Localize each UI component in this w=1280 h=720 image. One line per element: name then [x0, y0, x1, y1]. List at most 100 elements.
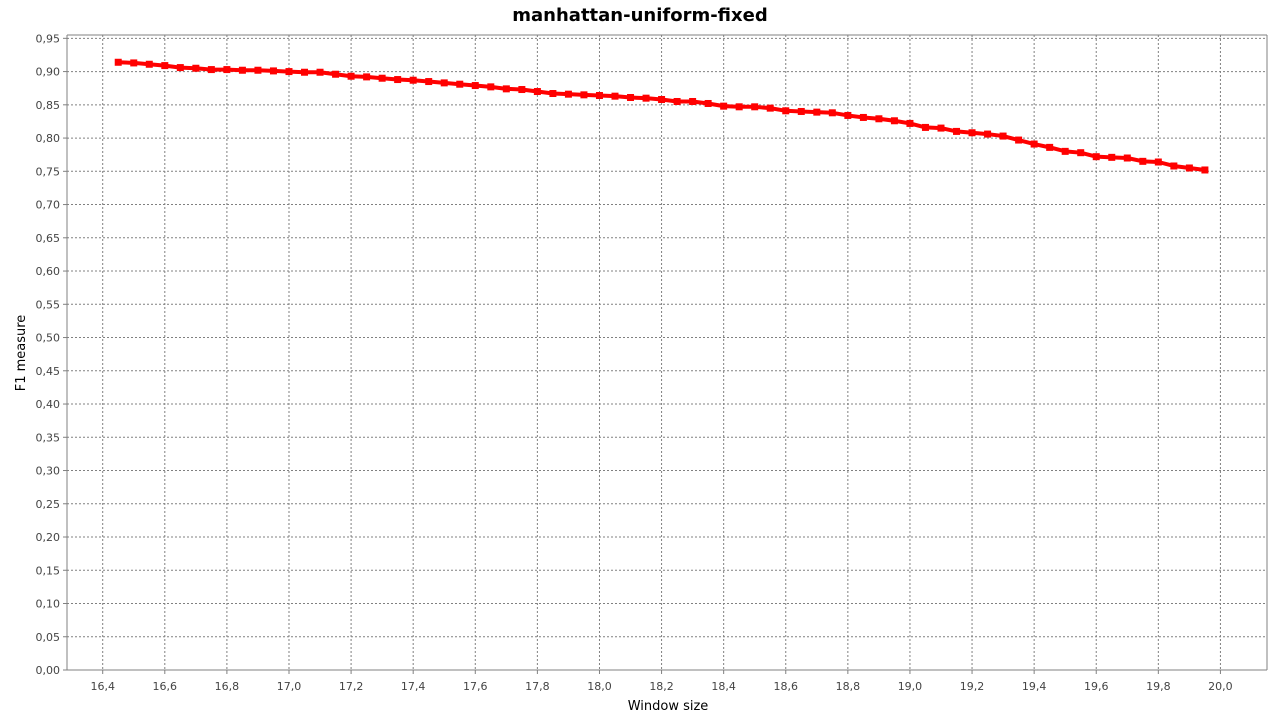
x-tick-label: 17,0 [277, 680, 302, 693]
data-point [1201, 166, 1209, 174]
y-tick-label: 0,65 [36, 232, 61, 245]
data-point [223, 66, 231, 74]
data-point [673, 97, 681, 105]
y-tick-label: 0,55 [36, 298, 61, 311]
data-point [844, 111, 852, 119]
data-point [1061, 147, 1069, 155]
data-point [502, 85, 510, 93]
data-point [984, 130, 992, 138]
data-point [114, 58, 122, 66]
data-point [999, 132, 1007, 140]
y-axis-label: F1 measure [14, 315, 29, 392]
data-point [580, 91, 588, 99]
data-point [953, 127, 961, 135]
data-point [968, 129, 976, 137]
x-tick-label: 17,4 [401, 680, 426, 693]
x-axis-label: Window size [628, 699, 709, 714]
data-point [1077, 149, 1085, 157]
data-point [378, 74, 386, 82]
x-tick-label: 18,0 [587, 680, 612, 693]
data-point [1015, 136, 1023, 144]
x-tick-label: 18,2 [649, 680, 674, 693]
y-tick-label: 0,80 [36, 132, 61, 145]
data-point [176, 64, 184, 72]
data-point [689, 97, 697, 105]
y-tick-label: 0,15 [36, 564, 61, 577]
data-point [642, 94, 650, 102]
data-point [782, 107, 790, 115]
data-point [937, 124, 945, 132]
y-tick-label: 0,95 [36, 32, 61, 45]
data-point [627, 94, 635, 102]
y-tick-label: 0,90 [36, 66, 61, 79]
x-tick-label: 16,6 [153, 680, 178, 693]
data-point [394, 76, 402, 84]
x-tick-label: 16,8 [215, 680, 240, 693]
data-point [658, 95, 666, 103]
y-tick-label: 0,35 [36, 431, 61, 444]
data-point [828, 109, 836, 117]
x-tick-label: 19,6 [1084, 680, 1109, 693]
series-layer [114, 58, 1209, 174]
data-point [192, 64, 200, 72]
data-point [813, 108, 821, 116]
data-point [285, 68, 293, 76]
data-point [518, 86, 526, 94]
y-tick-label: 0,45 [36, 365, 61, 378]
data-point [145, 60, 153, 68]
data-point [797, 107, 805, 115]
data-point [890, 117, 898, 125]
data-point [238, 66, 246, 74]
data-point [595, 92, 603, 100]
data-point [906, 119, 914, 127]
data-point [301, 68, 309, 76]
x-tick-label: 17,2 [339, 680, 364, 693]
y-tick-label: 0,85 [36, 99, 61, 112]
data-point [735, 103, 743, 111]
y-tick-label: 0,00 [36, 664, 61, 677]
data-point [1139, 157, 1147, 165]
x-tick-label: 19,4 [1022, 680, 1047, 693]
y-tick-label: 0,60 [36, 265, 61, 278]
x-tick-label: 19,2 [960, 680, 985, 693]
data-point [1108, 153, 1116, 161]
y-tick-label: 0,50 [36, 332, 61, 345]
x-tick-label: 20,0 [1208, 680, 1233, 693]
data-point [254, 66, 262, 74]
data-point [921, 123, 929, 131]
data-point [363, 73, 371, 81]
x-tick-label: 19,0 [898, 680, 923, 693]
data-point [564, 90, 572, 98]
data-point [269, 67, 277, 75]
data-point [316, 68, 324, 76]
x-tick-label: 17,8 [525, 680, 550, 693]
data-point [704, 99, 712, 107]
data-point [533, 88, 541, 96]
data-point [1170, 162, 1178, 170]
y-tick-label: 0,70 [36, 199, 61, 212]
data-point [425, 78, 433, 86]
data-point [1030, 140, 1038, 148]
y-tick-label: 0,30 [36, 465, 61, 478]
data-point [549, 90, 557, 98]
data-point [161, 62, 169, 70]
data-point [456, 80, 464, 88]
data-point [1123, 154, 1131, 162]
data-point [409, 76, 417, 84]
tick-labels: 0,00 0,05 0,10 0,15 0,20 0,25 0,30 0,35 0,40 0,45… [36, 32, 1233, 693]
axes [63, 34, 1268, 674]
x-tick-label: 18,6 [774, 680, 799, 693]
data-point [332, 70, 340, 78]
data-point [875, 115, 883, 123]
y-tick-label: 0,75 [36, 165, 61, 178]
data-point [347, 72, 355, 80]
data-point [471, 82, 479, 90]
x-tick-label: 18,4 [711, 680, 736, 693]
y-tick-label: 0,10 [36, 598, 61, 611]
chart-title: manhattan-uniform-fixed [512, 5, 767, 26]
data-point [751, 103, 759, 111]
x-tick-label: 17,6 [463, 680, 488, 693]
data-point [130, 59, 138, 67]
